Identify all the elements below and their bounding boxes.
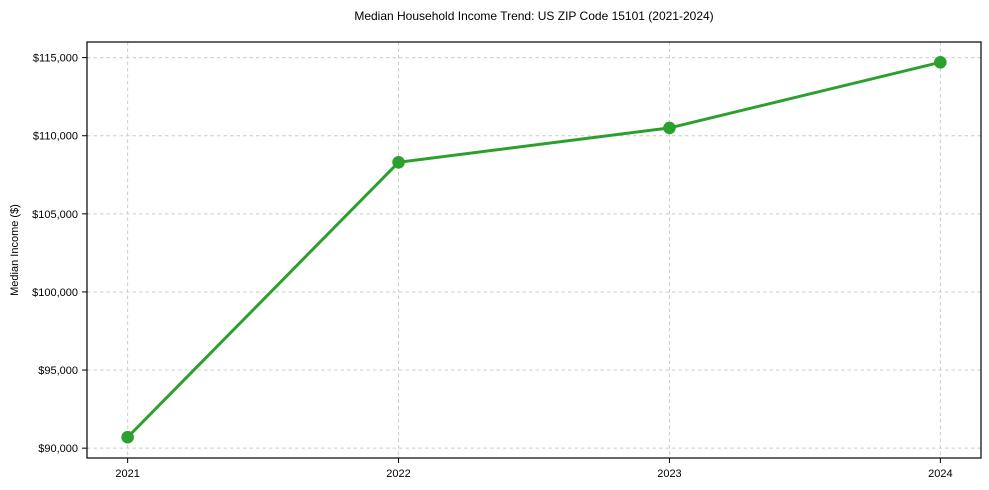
y-tick-label: $95,000 [38,365,78,377]
x-tick-label: 2023 [657,468,681,480]
y-tick-label: $110,000 [33,131,78,143]
chart-title: Median Household Income Trend: US ZIP Co… [354,9,714,23]
y-tick-label: $90,000 [38,443,78,455]
x-tick-label: 2022 [386,468,410,480]
data-point-marker [121,430,134,444]
data-point-marker [663,121,676,135]
trend-line [126,60,942,439]
x-tick-label: 2021 [115,468,139,480]
y-tick-label: $105,000 [32,209,78,221]
data-point-marker [934,56,947,69]
plot-border [86,41,982,459]
x-tick-label: 2024 [928,468,952,480]
y-tick-label: $100,000 [32,287,78,299]
y-tick-label: $115,000 [33,53,78,65]
data-point-marker [392,155,405,169]
